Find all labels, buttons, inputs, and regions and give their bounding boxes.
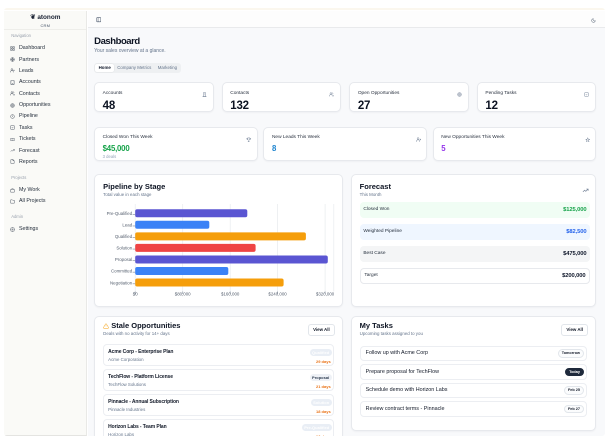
svg-text:Proposal: Proposal: [115, 257, 132, 262]
svg-text:$0: $0: [133, 291, 138, 296]
svg-text:Solution: Solution: [116, 245, 132, 250]
svg-text:Negotiation: Negotiation: [110, 280, 133, 285]
svg-text:Pre-Qualified: Pre-Qualified: [107, 211, 133, 216]
svg-text:Committed: Committed: [111, 268, 133, 273]
svg-text:Lead: Lead: [123, 222, 133, 227]
svg-text:Qualified: Qualified: [115, 234, 133, 239]
svg-text:$160,000: $160,000: [221, 291, 240, 296]
svg-text:$320,000: $320,000: [316, 291, 335, 296]
svg-text:$80,000: $80,000: [175, 291, 191, 296]
svg-text:$240,000: $240,000: [269, 291, 288, 296]
